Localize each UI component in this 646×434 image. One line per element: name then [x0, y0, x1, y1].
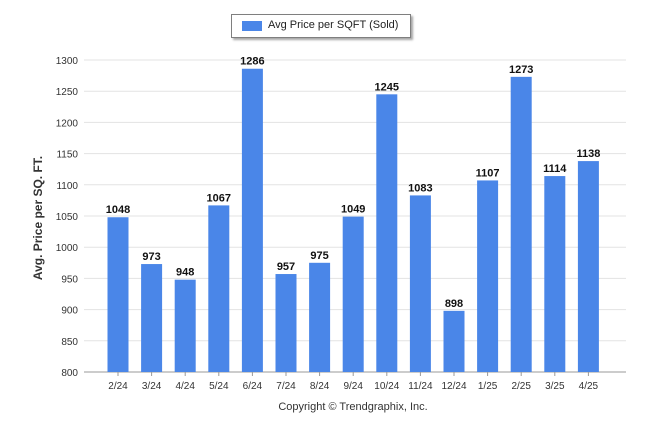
x-tick-label: 3/25 — [545, 381, 565, 392]
data-label: 973 — [142, 251, 160, 263]
x-tick-label: 11/24 — [408, 381, 433, 392]
x-tick-label: 8/24 — [310, 381, 330, 392]
legend-swatch — [242, 21, 262, 31]
data-label: 1049 — [341, 204, 365, 216]
x-tick-label: 5/24 — [209, 381, 229, 392]
y-tick-label: 850 — [61, 337, 78, 348]
bar — [409, 195, 431, 372]
data-label: 1245 — [375, 81, 399, 93]
y-tick-label: 1200 — [56, 118, 79, 129]
x-tick-label: 7/24 — [276, 381, 296, 392]
y-tick-label: 1150 — [56, 150, 78, 161]
bar — [309, 262, 331, 372]
bar — [443, 310, 465, 372]
bar — [577, 161, 599, 372]
y-tick-label: 950 — [61, 274, 78, 285]
data-label: 975 — [310, 250, 328, 262]
x-tick-label: 1/25 — [478, 381, 498, 392]
y-tick-label: 1300 — [56, 56, 79, 67]
data-label: 957 — [277, 261, 295, 273]
x-tick-label: 3/24 — [142, 381, 162, 392]
data-label: 1107 — [476, 167, 500, 179]
x-tick-label: 2/25 — [511, 381, 531, 392]
x-tick-label: 9/24 — [343, 381, 363, 392]
x-tick-label: 6/24 — [243, 381, 263, 392]
y-tick-label: 800 — [61, 368, 78, 379]
legend-label: Avg Price per SQFT (Sold) — [268, 19, 399, 31]
x-tick-label: 4/25 — [579, 381, 599, 392]
bar — [141, 264, 163, 372]
legend: Avg Price per SQFT (Sold) — [231, 14, 411, 38]
x-tick-label: 12/24 — [441, 381, 466, 392]
data-label: 948 — [176, 267, 194, 279]
data-label: 1273 — [509, 64, 533, 76]
x-tick-label: 4/24 — [175, 381, 195, 392]
y-tick-label: 1050 — [56, 212, 79, 223]
data-label: 1048 — [106, 204, 130, 216]
bar — [342, 216, 364, 372]
copyright-text: Copyright © Trendgraphix, Inc. — [278, 401, 428, 413]
bar — [275, 274, 297, 372]
bar — [544, 176, 566, 372]
data-label: 1286 — [240, 56, 264, 68]
y-tick-label: 1000 — [56, 243, 79, 254]
y-axis-label: Avg. Price per SQ. FT. — [31, 155, 45, 281]
bar — [107, 217, 129, 372]
bar — [510, 76, 532, 373]
bar — [208, 205, 230, 372]
x-tick-label: 10/24 — [374, 381, 399, 392]
data-label: 1114 — [543, 163, 567, 175]
bar — [376, 94, 398, 372]
x-tick-label: 2/24 — [108, 381, 128, 392]
y-tick-label: 900 — [61, 306, 78, 317]
data-label: 1067 — [207, 192, 231, 204]
y-tick-label: 1250 — [56, 87, 79, 98]
y-tick-label: 1100 — [56, 181, 78, 192]
bar — [477, 180, 499, 372]
data-label: 1083 — [408, 182, 432, 194]
bar — [174, 279, 196, 372]
bar — [241, 68, 263, 373]
data-label: 898 — [445, 298, 463, 310]
data-label: 1138 — [576, 148, 600, 160]
